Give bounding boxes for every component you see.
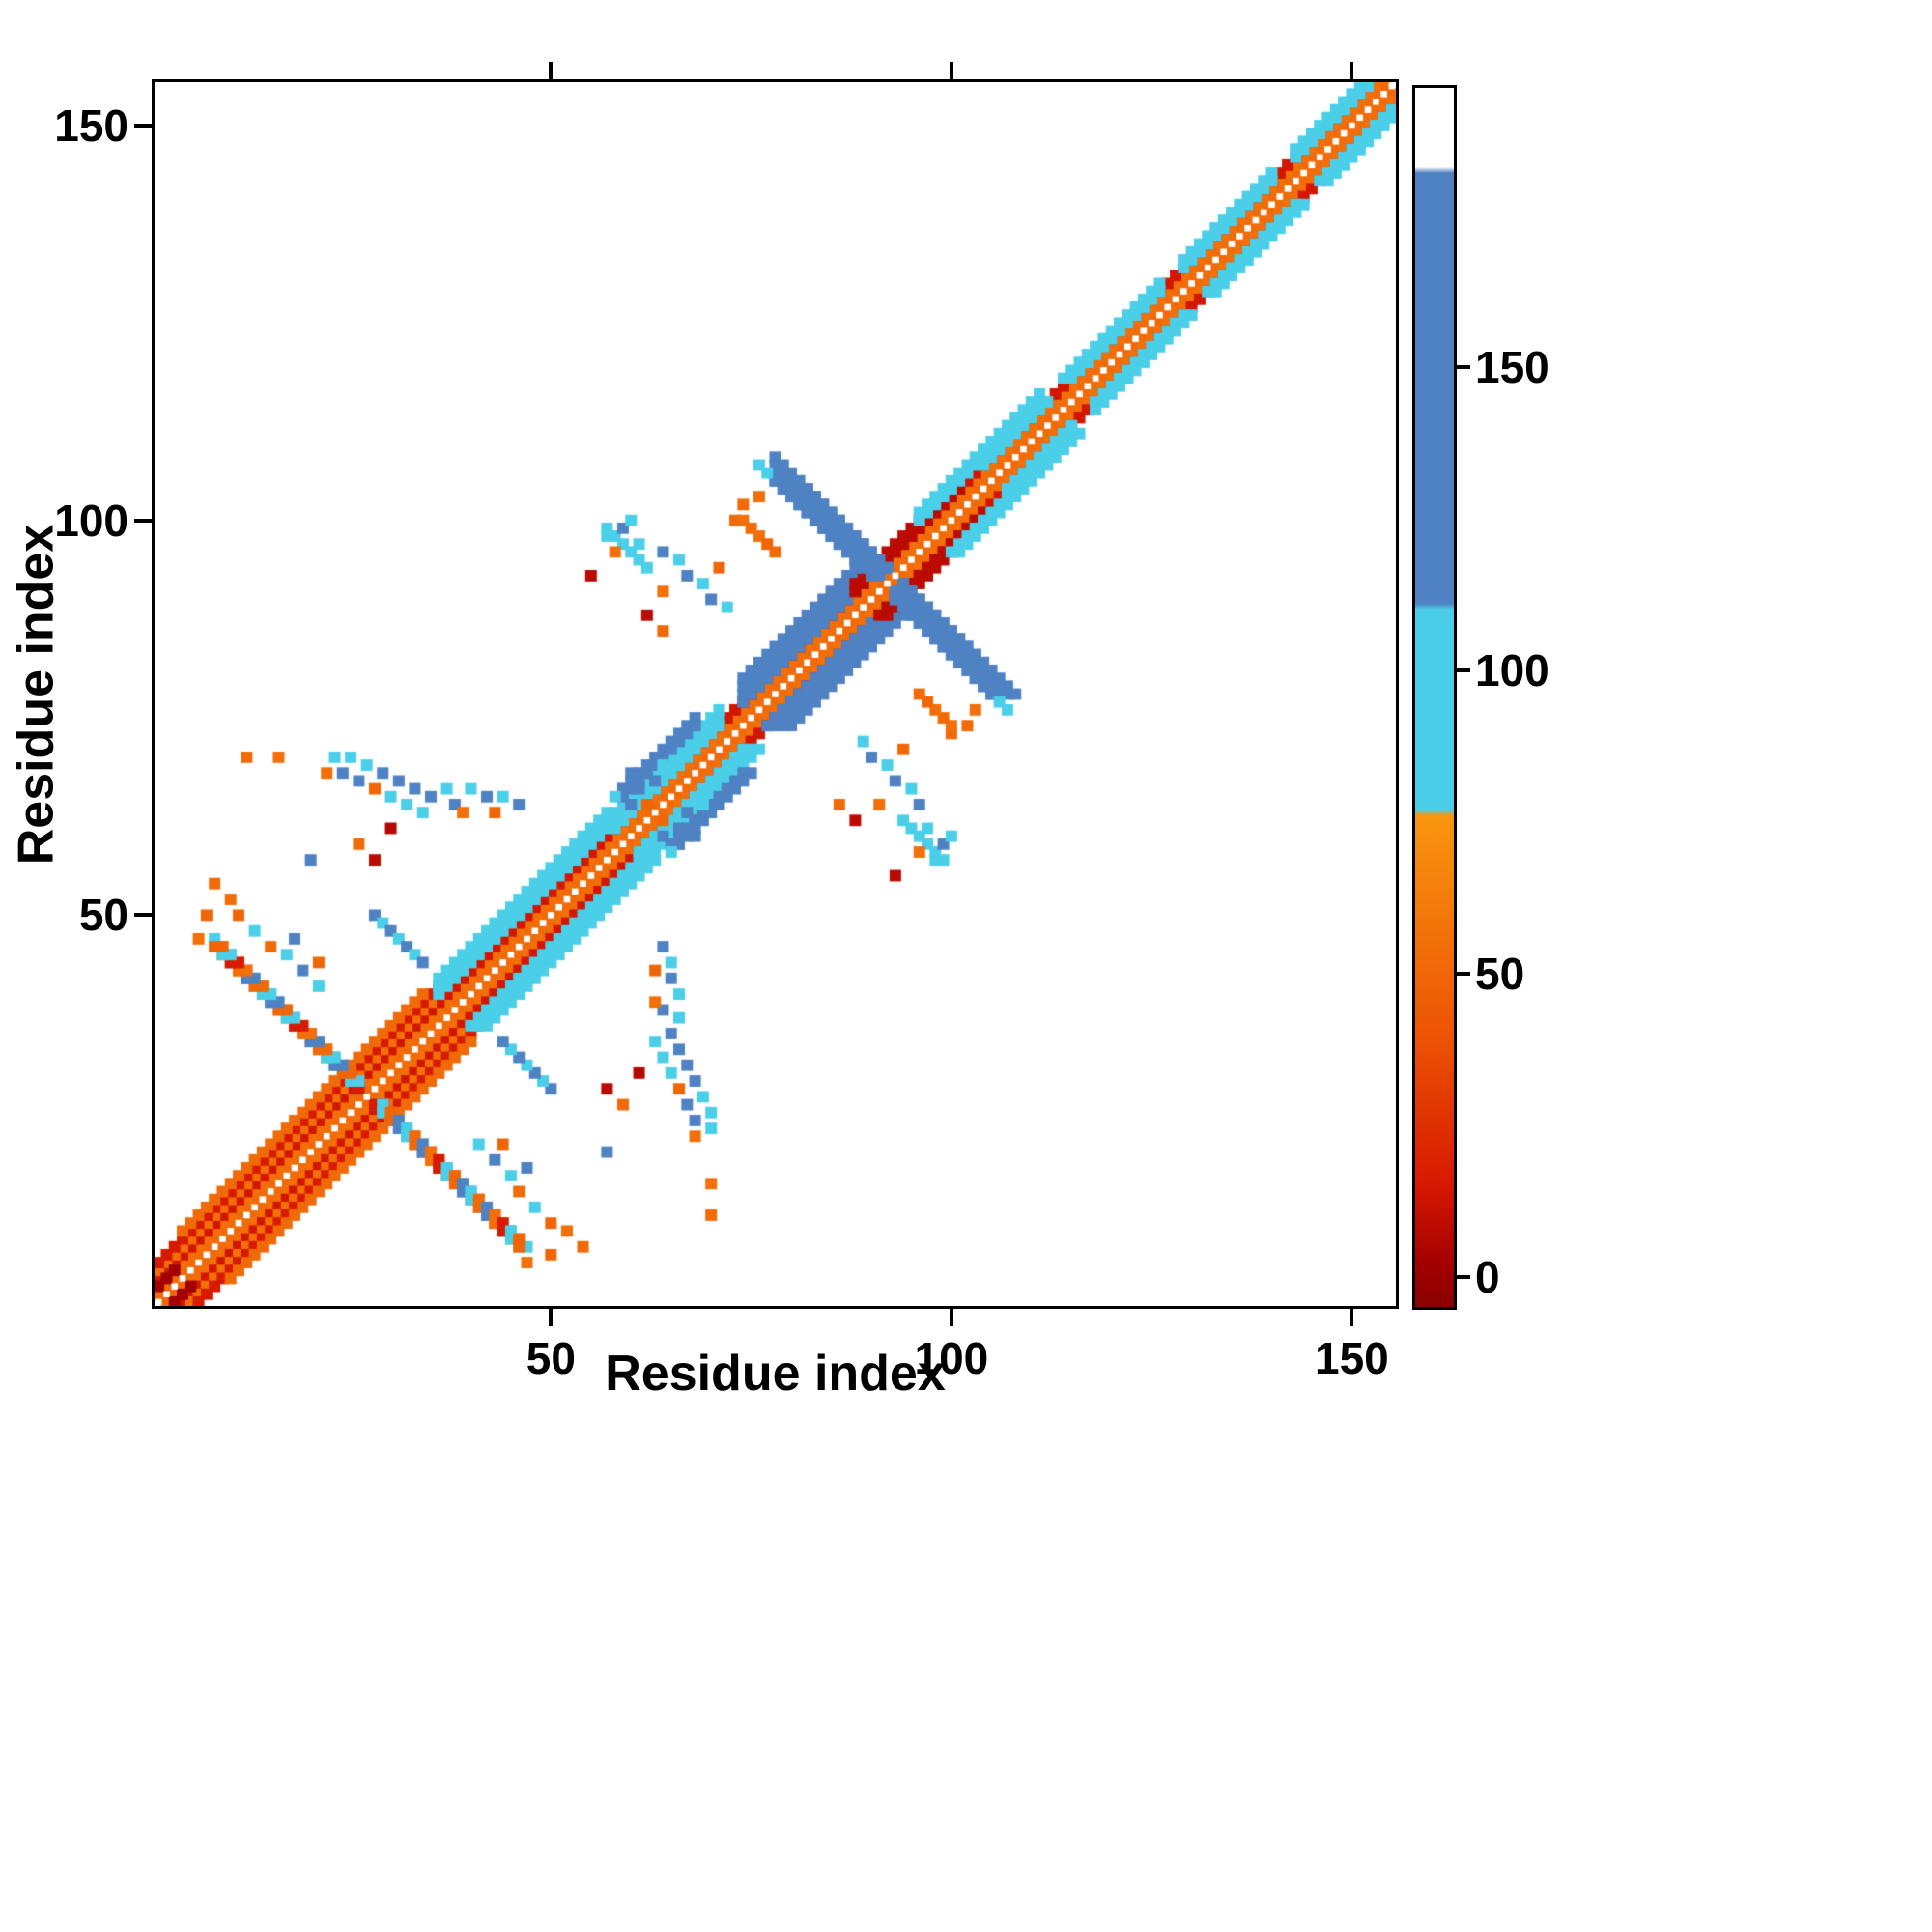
colorbar-tick-mark <box>1457 364 1470 369</box>
colorbar-tick-mark <box>1457 1274 1470 1279</box>
x-tick-mark <box>1350 1309 1354 1326</box>
y-axis-label-wrap: Residue index <box>2 82 70 1306</box>
x-tick-label: 100 <box>914 1333 989 1383</box>
y-tick-mark <box>134 123 152 128</box>
colorbar-tick-label: 50 <box>1475 948 1525 999</box>
x-top-tick-mark <box>1350 62 1354 79</box>
colorbar-tick-label: 150 <box>1475 341 1549 392</box>
colorbar-tick-label: 100 <box>1475 644 1549 696</box>
colorbar-tick-mark <box>1457 668 1470 672</box>
x-top-tick-mark <box>949 62 953 79</box>
y-tick-mark <box>134 913 152 918</box>
colorbar-gradient <box>1415 88 1454 1307</box>
colorbar <box>1412 85 1457 1310</box>
plot-area <box>152 79 1399 1309</box>
contact-map-canvas <box>155 82 1396 1306</box>
colorbar-tick-mark <box>1457 971 1470 976</box>
y-axis-label: Residue index <box>8 524 64 865</box>
x-axis-label: Residue index <box>605 1346 946 1402</box>
y-tick-label: 50 <box>78 890 128 941</box>
y-tick-mark <box>134 518 152 523</box>
y-tick-label: 100 <box>54 495 128 546</box>
x-tick-label: 50 <box>526 1333 576 1383</box>
x-tick-mark <box>549 1309 554 1326</box>
colorbar-tick-label: 0 <box>1475 1251 1500 1302</box>
x-tick-mark <box>949 1309 953 1326</box>
x-tick-label: 150 <box>1315 1333 1389 1383</box>
x-top-tick-mark <box>549 62 554 79</box>
y-tick-label: 150 <box>54 99 128 151</box>
